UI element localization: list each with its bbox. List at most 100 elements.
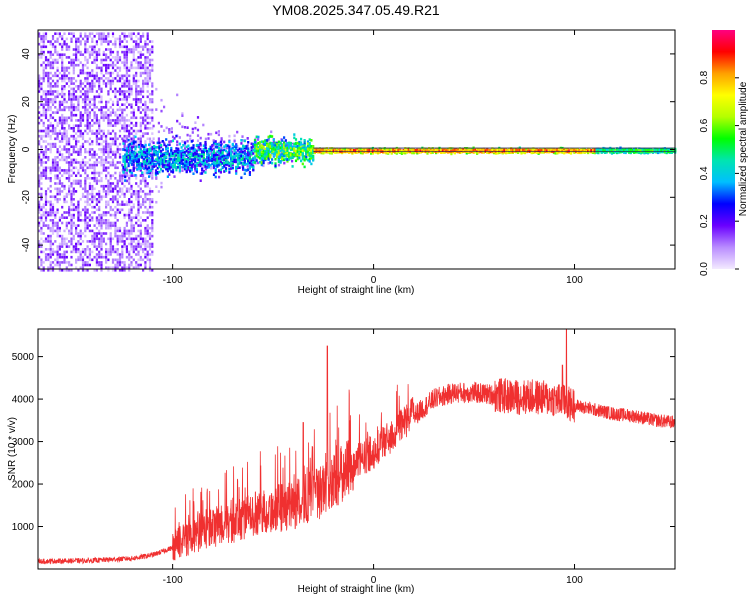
spectrogram-cell [91, 124, 94, 127]
spectrogram-cell [42, 153, 45, 156]
spectrogram-cell [75, 79, 78, 83]
spectrogram-cell [204, 143, 207, 146]
spectrogram-cell [144, 40, 147, 43]
spectrogram-cell [243, 158, 246, 161]
spectrogram-cell [286, 151, 289, 154]
spectrogram-cell [395, 151, 398, 154]
spectrogram-cell [40, 95, 43, 99]
spectrogram-cell [151, 58, 154, 62]
spectrogram-cell [151, 200, 154, 204]
spectrogram-cell [156, 154, 159, 157]
spectrogram-cell [105, 113, 108, 117]
spectrogram-cell [86, 111, 89, 114]
spectrogram-cell [65, 192, 68, 196]
spectrogram-cell [56, 208, 59, 212]
spectrogram-cell [125, 100, 128, 104]
spectrogram-cell [190, 162, 193, 165]
spectrogram-cell [130, 121, 133, 125]
spectrogram-cell [148, 137, 152, 141]
spectrogram-cell [109, 40, 112, 43]
spectrogram-cell [163, 161, 166, 164]
spectrogram-cell [102, 148, 105, 151]
spectrogram-cell [61, 182, 64, 185]
spectrogram-cell [84, 98, 87, 101]
spectrogram-cell [252, 166, 255, 169]
spectrogram-cell [121, 40, 124, 43]
spectrogram-cell [180, 162, 183, 165]
spectrogram-cell [272, 138, 275, 142]
spectrogram-cell [267, 143, 270, 146]
spectrogram-cell [68, 192, 71, 196]
spectrogram-cell [202, 170, 205, 173]
spectrogram-cell [51, 63, 55, 67]
spectrogram-cell [95, 113, 98, 117]
spectrogram-cell [88, 216, 91, 219]
spectrogram-cell [148, 161, 151, 165]
spectrogram-cell [105, 261, 108, 264]
spectrogram-cell [306, 145, 310, 148]
spectrogram-cell [75, 56, 78, 59]
spectrogram-cell [125, 63, 128, 67]
spectrogram-cell [91, 82, 94, 85]
spectrogram-cell [128, 266, 131, 269]
spectrogram-cell [54, 129, 57, 133]
spectrogram-cell [93, 195, 96, 198]
spectrogram-cell [79, 229, 82, 233]
spectrogram-cell [111, 150, 115, 154]
spectrogram-cell [151, 167, 154, 170]
spectrogram-cell [300, 159, 303, 163]
spectrogram-cell [38, 121, 41, 125]
spectrogram-cell [58, 100, 61, 104]
spectrogram-cell [182, 164, 185, 167]
spectrogram-cell [100, 66, 103, 70]
spectrogram-cell [49, 213, 52, 217]
spectrogram-cell [135, 48, 138, 51]
spectrogram-cell [114, 111, 117, 114]
spectrogram-cell [123, 85, 126, 88]
spectrogram-cell [95, 53, 98, 56]
spectrogram-cell [130, 184, 133, 188]
spectrogram-cell [243, 162, 246, 165]
spectrogram-cell [75, 229, 78, 233]
spectrogram-cell [121, 85, 124, 88]
spectrogram-cell [44, 171, 48, 175]
spectrogram-cell [63, 129, 66, 133]
spectrogram-cell [51, 35, 55, 38]
spectrogram-cell [91, 237, 94, 241]
spectrogram-cell [51, 158, 55, 162]
spectrogram-cell [344, 148, 347, 152]
spectrogram-cell [221, 155, 224, 158]
spectrogram-cell [107, 116, 110, 120]
spectrogram-cell [269, 134, 272, 138]
spectrogram-cell [79, 119, 82, 122]
spectrogram-cell [274, 145, 277, 149]
spectrogram-cell [81, 132, 85, 135]
spectrogram-cell [84, 205, 87, 209]
spectrogram-cell [38, 211, 41, 214]
spectrogram-cell [49, 240, 52, 243]
spectrogram-cell [111, 182, 115, 185]
spectrogram-cell [54, 50, 57, 54]
spectrogram-cell [79, 258, 82, 262]
spectrogram-cell [84, 221, 87, 225]
spectrogram-cell [128, 35, 131, 38]
spectrogram-cell [79, 234, 82, 238]
spectrogram-cell [144, 195, 147, 198]
spectrogram-cell [346, 147, 349, 151]
spectrogram-cell [91, 166, 94, 170]
spectrogram-cell [49, 177, 52, 180]
spectrogram-cell [56, 32, 59, 35]
spectrogram-cell [98, 179, 101, 183]
spectrogram-cell [235, 158, 238, 162]
spectrogram-cell [88, 56, 91, 59]
spectrogram-cell [65, 177, 68, 180]
spectrogram-cell [93, 198, 96, 201]
spectrogram-cell [183, 147, 187, 150]
spectrogram-cell [56, 40, 59, 43]
spectrogram-cell [102, 221, 105, 225]
spectrogram-cell [114, 121, 117, 125]
spectrogram-cell [109, 137, 112, 141]
spectrogram-cell [49, 261, 52, 264]
spectrogram-cell [214, 175, 217, 179]
spectrogram-cell [269, 141, 272, 145]
